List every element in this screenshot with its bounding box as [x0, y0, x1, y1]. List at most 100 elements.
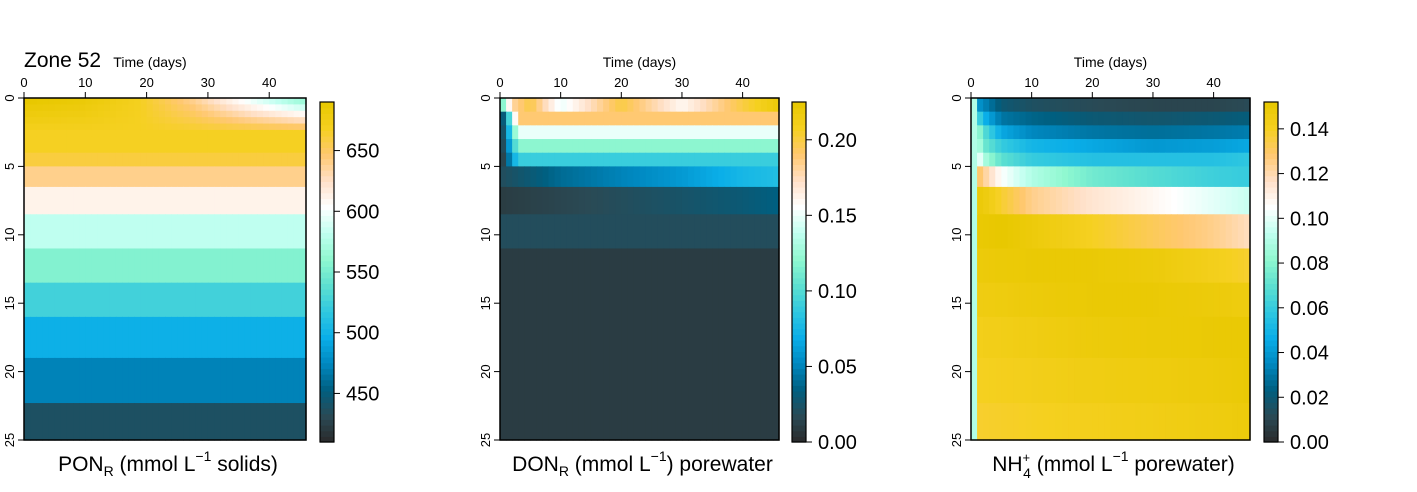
heatmap-cell [530, 186, 537, 215]
heatmap-cell [207, 166, 215, 188]
heatmap-cell [201, 403, 209, 441]
heatmap-cell [1013, 111, 1021, 126]
heatmap-cell [633, 166, 641, 188]
heatmap-cell [91, 98, 99, 105]
heatmap-cell [238, 117, 246, 125]
heatmap-cell [706, 214, 713, 250]
heatmap-cell [24, 117, 31, 125]
heatmap-cell [736, 139, 744, 154]
heatmap-cell [54, 403, 62, 441]
colorbar-segment [792, 391, 806, 398]
heatmap-cell [287, 166, 295, 188]
heatmap-cell [754, 166, 762, 188]
heatmap-cell [572, 214, 580, 250]
colorbar-tick-label: 0.14 [1290, 119, 1329, 141]
heatmap-cell [85, 248, 93, 284]
heatmap-cell [1110, 282, 1118, 318]
heatmap-cell [115, 123, 123, 131]
heatmap-cell [115, 129, 123, 137]
heatmap-cell [183, 98, 191, 105]
heatmap-cell [140, 357, 148, 404]
heatmap-cell [1128, 316, 1136, 359]
heatmap-cell [542, 186, 550, 215]
heatmap-cell [48, 248, 56, 284]
colorbar-segment [320, 277, 334, 284]
heatmap-cell [971, 282, 978, 318]
heatmap-cell [748, 186, 756, 215]
heatmap-cell [1171, 403, 1178, 441]
heatmap-cell [506, 139, 513, 154]
heatmap-cell [214, 357, 221, 404]
colorbar-segment [320, 402, 334, 409]
colorbar-segment [1264, 283, 1278, 290]
heatmap-cell [275, 186, 283, 215]
heatmap-cell [712, 111, 719, 126]
heatmap-cell [299, 123, 307, 131]
heatmap-cell [742, 186, 750, 215]
heatmap-cell [1243, 316, 1251, 359]
heatmap-cell [681, 139, 689, 154]
heatmap-cell [146, 129, 154, 137]
heatmap-cell [281, 214, 289, 250]
heatmap-cell [293, 214, 301, 250]
heatmap-cell [554, 111, 562, 126]
heatmap-cell [1225, 139, 1233, 154]
x-tick-label: 0 [496, 75, 503, 90]
heatmap-cell [140, 186, 148, 215]
heatmap-cell [1116, 111, 1124, 126]
heatmap-cell [700, 214, 707, 250]
heatmap-cell [1243, 139, 1251, 154]
heatmap-cell [281, 282, 289, 318]
heatmap-cell [766, 139, 774, 154]
heatmap-cell [152, 123, 160, 131]
heatmap-cell [220, 104, 227, 112]
heatmap-cell [103, 357, 111, 404]
heatmap-cell [657, 186, 665, 215]
heatmap-cell [1195, 316, 1203, 359]
heatmap-cell [627, 98, 635, 113]
colorbar-segment [1264, 317, 1278, 324]
heatmap-cell [1086, 316, 1093, 359]
heatmap-cell [1213, 214, 1221, 250]
heatmap-cell [1080, 152, 1087, 167]
colorbar-segment [320, 317, 334, 324]
heatmap-cell [269, 117, 276, 125]
heatmap-cell [1159, 214, 1166, 250]
heatmap-cell [1037, 139, 1045, 154]
heatmap-cell [146, 117, 154, 125]
heatmap-cell [73, 282, 80, 318]
heatmap-cell [651, 139, 659, 154]
heatmap-cell [97, 403, 105, 441]
heatmap-cell [530, 166, 537, 188]
heatmap-cell [79, 282, 86, 318]
heatmap-cell [1055, 139, 1063, 154]
heatmap-cell [1237, 357, 1245, 404]
heatmap-cell [700, 248, 707, 441]
heatmap-cell [60, 123, 68, 131]
heatmap-cell [97, 117, 105, 125]
colorbar-segment [320, 175, 334, 182]
heatmap-cell [1207, 166, 1215, 188]
heatmap-cell [256, 136, 264, 154]
heatmap-cell [24, 282, 31, 318]
heatmap-cell [171, 357, 178, 404]
heatmap-cell [171, 123, 178, 131]
heatmap-cell [1146, 186, 1154, 215]
heatmap-cell [1080, 403, 1087, 441]
heatmap-cell [518, 152, 525, 167]
heatmap-cell [134, 166, 142, 188]
heatmap-cell [299, 214, 307, 250]
heatmap-cell [1231, 139, 1239, 154]
heatmap-cell [256, 104, 264, 112]
heatmap-cell [1195, 403, 1203, 441]
heatmap-cell [183, 214, 191, 250]
heatmap-cell [1013, 248, 1021, 284]
heatmap-cell [214, 104, 221, 112]
heatmap-cell [269, 129, 276, 137]
heatmap-cell [730, 248, 738, 441]
heatmap-cell [681, 186, 689, 215]
heatmap-cell [621, 248, 628, 441]
heatmap-cell [1195, 166, 1203, 188]
heatmap-cell [1068, 98, 1075, 113]
heatmap-cell [554, 125, 562, 140]
